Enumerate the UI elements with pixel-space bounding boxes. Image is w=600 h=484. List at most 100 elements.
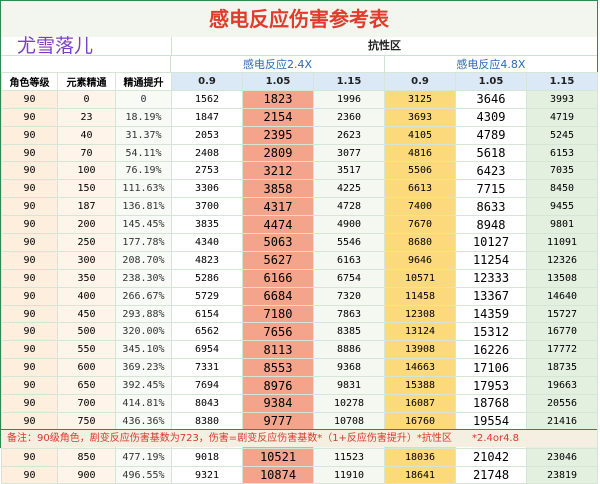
cell-mastery: 187 (57, 197, 116, 217)
cell-a-1-15: 11910 (313, 465, 385, 484)
cell-bonus: 0 (115, 89, 172, 109)
cell-b-1-15: 9455 (526, 197, 598, 217)
cell-a-1-05: 4474 (242, 215, 314, 235)
cell-a-0-9: 5729 (171, 286, 243, 306)
cell-a-1-05: 2395 (242, 125, 314, 145)
cell-bonus: 111.63% (115, 179, 172, 199)
cell-bonus: 54.11% (115, 143, 172, 163)
cell-mastery: 70 (57, 143, 116, 163)
cell-b-1-15: 14640 (526, 286, 598, 306)
cell-mastery: 23 (57, 107, 116, 127)
cell-level: 90 (1, 250, 58, 270)
cell-a-0-9: 2753 (171, 161, 243, 181)
col-header-b-1-05: 1.05 (455, 72, 527, 91)
page-title: 感电反应伤害参考表 (1, 1, 597, 37)
cell-b-0-9: 16760 (384, 411, 456, 431)
cell-a-0-9: 4340 (171, 233, 243, 252)
cell-bonus: 238.30% (115, 268, 172, 288)
cell-a-1-05: 8553 (242, 358, 314, 378)
table-row: 90 187 136.81% 3700 4317 4728 7400 8633 9455 (1, 197, 598, 217)
table-row: 90 900 496.55% 9321 10874 11910 18641 21748 2381… (1, 465, 598, 484)
cell-b-1-15: 20556 (526, 394, 598, 413)
cell-b-1-05: 11254 (455, 250, 527, 270)
cell-b-0-9: 13124 (384, 322, 456, 342)
cell-b-0-9: 13908 (384, 340, 456, 360)
table-row: 90 750 436.36% 8380 9777 10708 16760 19554 21416 (1, 411, 598, 431)
cell-a-0-9: 6562 (171, 322, 243, 342)
cell-mastery: 200 (57, 215, 116, 235)
cell-a-0-9: 3306 (171, 179, 243, 199)
cell-bonus: 477.19% (115, 447, 172, 467)
cell-a-1-15: 2623 (313, 125, 385, 145)
cell-b-1-05: 4309 (455, 107, 527, 127)
cell-a-1-15: 3077 (313, 143, 385, 163)
header-row-resist: 尤雪落儿 抗性区 (1, 37, 597, 56)
table-body: 90 0 0 1562 1823 1996 3125 3646 3993 90 23 18.19% 18… (1, 89, 598, 484)
cell-b-0-9: 9646 (384, 250, 456, 270)
cell-a-1-15: 1996 (313, 89, 385, 109)
cell-b-1-15: 21416 (526, 411, 598, 431)
cell-a-1-05: 9777 (242, 411, 314, 431)
cell-level: 90 (1, 411, 58, 431)
cell-a-1-15: 7863 (313, 304, 385, 324)
cell-b-1-15: 9801 (526, 215, 598, 235)
cell-a-1-05: 4317 (242, 197, 314, 217)
table-row: 90 500 320.00% 6562 7656 8385 13124 15312 16770 (1, 322, 598, 342)
cell-mastery: 500 (57, 322, 116, 342)
cell-b-1-15: 23819 (526, 465, 598, 484)
table-row: 90 70 54.11% 2408 2809 3077 4816 5618 6153 (1, 143, 598, 163)
cell-mastery: 450 (57, 304, 116, 324)
cell-a-0-9: 1562 (171, 89, 243, 109)
cell-level: 90 (1, 215, 58, 235)
col-header-b-1-15: 1.15 (526, 72, 598, 91)
col-header-a-1-15: 1.15 (313, 72, 385, 91)
cell-a-1-05: 10521 (242, 447, 314, 467)
cell-b-1-05: 17106 (455, 358, 527, 378)
cell-mastery: 600 (57, 358, 116, 378)
cell-mastery: 850 (57, 447, 116, 467)
cell-a-0-9: 9321 (171, 465, 243, 484)
table-row: 90 100 76.19% 2753 3212 3517 5506 6423 7035 (1, 161, 598, 181)
table-row: 90 150 111.63% 3306 3858 4225 6613 7715 8450 (1, 179, 598, 199)
cell-level: 90 (1, 394, 58, 413)
cell-mastery: 550 (57, 340, 116, 360)
cell-b-0-9: 14663 (384, 358, 456, 378)
cell-a-0-9: 2053 (171, 125, 243, 145)
cell-bonus: 392.45% (115, 376, 172, 396)
cell-level: 90 (1, 233, 58, 252)
cell-b-1-15: 7035 (526, 161, 598, 181)
cell-a-1-05: 2154 (242, 107, 314, 127)
cell-b-0-9: 10571 (384, 268, 456, 288)
cell-bonus: 177.78% (115, 233, 172, 252)
column-header-row: 角色等级 元素精通 精通提升 0.9 1.05 1.15 0.9 1.05 1.… (1, 72, 598, 91)
cell-a-0-9: 6154 (171, 304, 243, 324)
cell-a-1-15: 6754 (313, 268, 385, 288)
cell-level: 90 (1, 107, 58, 127)
cell-b-1-05: 5618 (455, 143, 527, 163)
col-header-level: 角色等级 (1, 72, 58, 91)
cell-a-1-05: 6166 (242, 268, 314, 288)
cell-b-1-05: 12333 (455, 268, 527, 288)
cell-b-1-05: 6423 (455, 161, 527, 181)
cell-a-1-15: 10278 (313, 394, 385, 413)
cell-b-1-15: 5245 (526, 125, 598, 145)
cell-b-1-15: 8450 (526, 179, 598, 199)
cell-b-0-9: 12308 (384, 304, 456, 324)
cell-b-1-05: 17953 (455, 376, 527, 396)
table-row: 90 250 177.78% 4340 5063 5546 8680 10127 11091 (1, 233, 598, 252)
cell-a-0-9: 9018 (171, 447, 243, 467)
cell-b-1-15: 13508 (526, 268, 598, 288)
cell-a-1-05: 8113 (242, 340, 314, 360)
cell-a-1-15: 10708 (313, 411, 385, 431)
cell-mastery: 350 (57, 268, 116, 288)
cell-a-1-05: 5063 (242, 233, 314, 252)
cell-level: 90 (1, 340, 58, 360)
cell-b-1-15: 19663 (526, 376, 598, 396)
cell-bonus: 18.19% (115, 107, 172, 127)
cell-b-1-05: 8633 (455, 197, 527, 217)
cell-mastery: 250 (57, 233, 116, 252)
cell-bonus: 414.81% (115, 394, 172, 413)
table-row: 90 400 266.67% 5729 6684 7320 11458 13367 14640 (1, 286, 598, 306)
cell-a-1-05: 2809 (242, 143, 314, 163)
